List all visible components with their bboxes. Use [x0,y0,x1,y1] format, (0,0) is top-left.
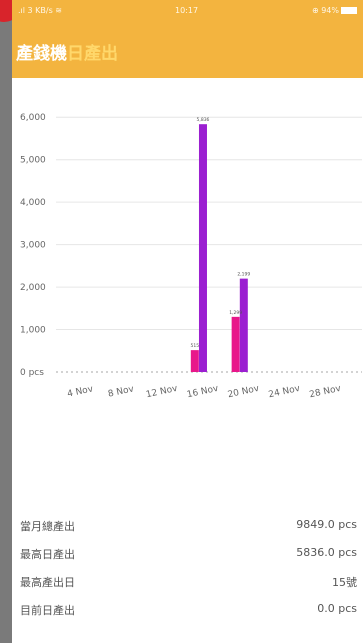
daily-output-chart: 0 pcs 1,000 2,000 3,000 4,000 5,000 6,000 515 1… [12,78,363,508]
bar-chart-svg: 0 pcs 1,000 2,000 3,000 4,000 5,000 6,000 515 1… [20,113,362,401]
title-prefix: 產錢機 [16,44,67,64]
y-tick-label: 5,000 [20,156,46,166]
stat-value: 15號 [332,576,357,589]
chart-bar [198,124,207,372]
bar-value-label: 5,836 [197,117,210,123]
y-tick-label: 0 pcs [20,368,44,378]
title-suffix: 日產出 [67,44,118,64]
stat-label: 當月總產出 [20,520,75,533]
chart-bar [190,350,199,372]
bar-value-label: 1,299 [229,310,242,316]
stat-row-max-day: 最高產出日 15號 [12,566,363,594]
stat-label: 最高日產出 [20,548,75,561]
app-screen: .ıl 3 KB/s ≋ 10:17 ⊕ 94% 產錢機日產出 0 pcs 1,0… [12,0,363,643]
y-tick-label: 6,000 [20,113,46,123]
page-title: 產錢機日產出 [16,39,118,64]
battery-indicator: ⊕ 94% [312,6,357,15]
stat-row-max-daily: 最高日產出 5836.0 pcs [12,538,363,566]
x-tick-label: 12 Nov [145,384,179,401]
y-tick-label: 3,000 [20,241,46,251]
x-tick-label: 8 Nov [107,384,135,399]
stat-value: 0.0 pcs [317,602,357,615]
battery-icon [341,7,357,14]
bar-value-label: 2,199 [237,272,250,278]
status-bar: .ıl 3 KB/s ≋ 10:17 ⊕ 94% [12,0,363,22]
battery-text: ⊕ 94% [311,6,339,15]
app-bar: 產錢機日產出 [12,22,363,78]
y-tick-label: 2,000 [20,283,46,293]
stat-label: 目前日產出 [20,604,75,617]
stat-row-monthly-total: 當月總產出 9849.0 pcs [12,510,363,538]
bar-value-label: 515 [191,343,200,349]
x-tick-label: 20 Nov [227,384,261,401]
x-tick-label: 24 Nov [268,384,302,401]
stat-label: 最高產出日 [20,576,75,589]
stat-row-current-daily: 目前日產出 0.0 pcs [12,594,363,622]
stats-list: 當月總產出 9849.0 pcs 最高日產出 5836.0 pcs 最高產出日 … [12,510,363,622]
window-frame-left [0,0,12,643]
chart-bar [239,278,248,372]
y-tick-label: 4,000 [20,198,46,208]
x-tick-label: 28 Nov [309,384,343,401]
stat-value: 5836.0 pcs [296,546,357,559]
y-tick-label: 1,000 [20,326,46,336]
signal-indicator: .ıl 3 KB/s ≋ [18,6,63,15]
x-tick-label: 16 Nov [186,384,220,401]
x-tick-label: 4 Nov [66,384,94,399]
chart-bar [231,316,240,372]
status-time: 10:17 [175,6,199,15]
stat-value: 9849.0 pcs [296,518,357,531]
